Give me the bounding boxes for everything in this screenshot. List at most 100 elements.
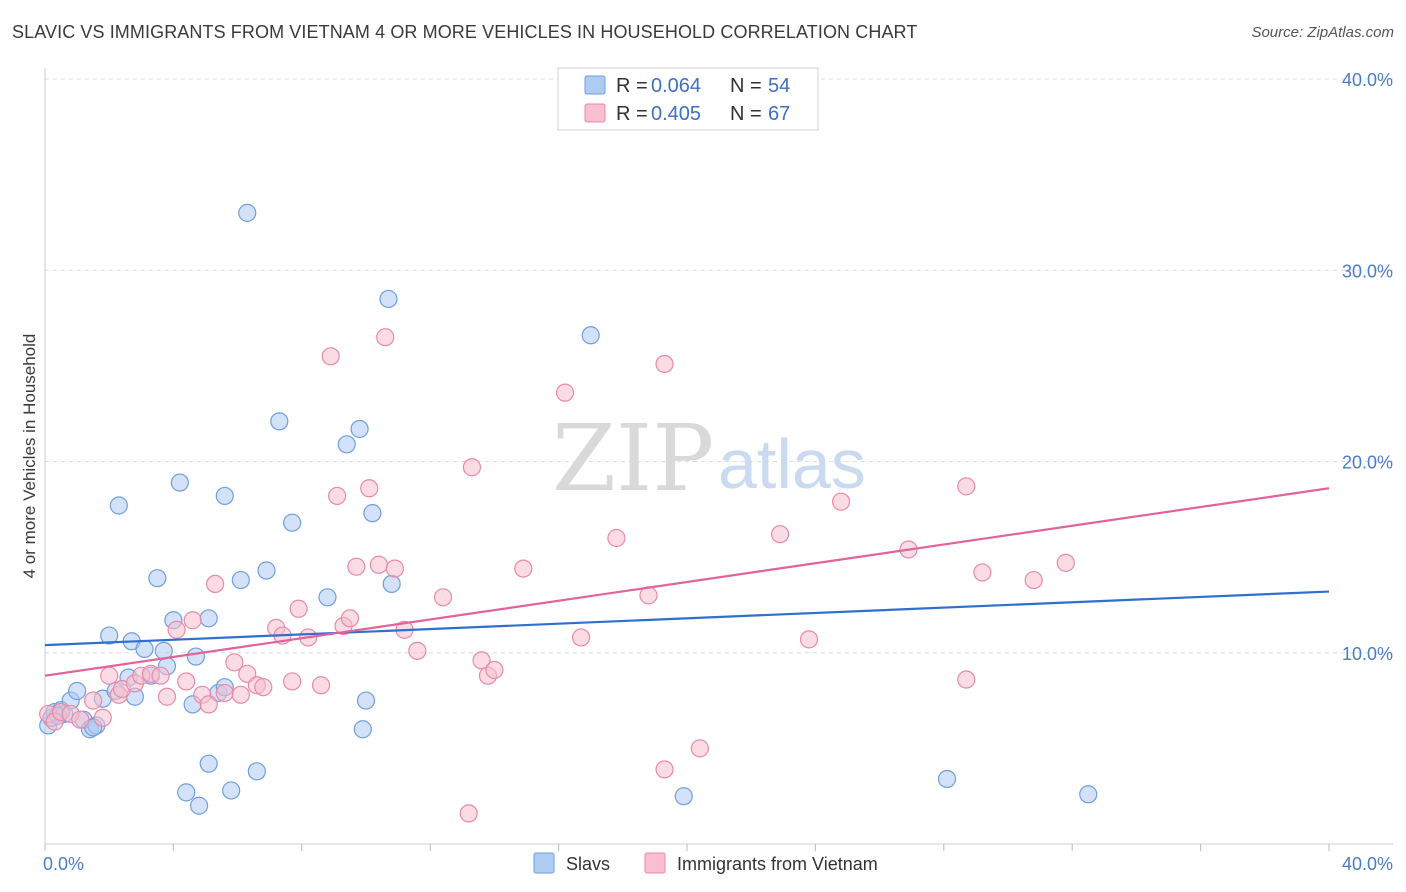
point-vietnam — [93, 708, 112, 727]
point-vietnam — [311, 676, 331, 695]
legend-n-label-vietnam: N = — [730, 103, 762, 125]
watermark-zip: ZIP — [552, 405, 714, 512]
point-slavs — [581, 326, 600, 345]
watermark-atlas: atlas — [718, 425, 866, 503]
point-slavs — [356, 691, 376, 710]
point-vietnam — [289, 599, 308, 618]
legend-n-value-slavs: 54 — [768, 75, 790, 97]
point-slavs — [379, 289, 398, 309]
point-vietnam — [183, 611, 202, 630]
bottom-legend-label-slavs: Slavs — [566, 854, 610, 874]
chart-title: SLAVIC VS IMMIGRANTS FROM VIETNAM 4 OR M… — [12, 22, 918, 42]
point-vietnam — [167, 620, 186, 639]
point-slavs — [186, 647, 205, 666]
point-vietnam — [100, 666, 119, 685]
point-vietnam — [283, 672, 302, 691]
top-legend: R = 0.064 N = 54 R = 0.405 N = 67 — [557, 67, 819, 131]
point-slavs — [318, 588, 337, 607]
point-vietnam — [206, 574, 225, 594]
gridlines — [45, 78, 1393, 654]
point-vietnam — [385, 559, 404, 578]
point-vietnam — [571, 628, 591, 647]
y-axis-title: 4 or more Vehicles in Household — [20, 334, 39, 579]
bottom-legend: Slavs Immigrants from Vietnam — [533, 852, 878, 874]
point-slavs — [231, 570, 250, 590]
point-vietnam — [84, 691, 103, 710]
tick-labels: 10.0% 20.0% 30.0% 40.0% 0.0% 40.0% — [43, 70, 1393, 874]
point-slavs — [382, 574, 401, 594]
point-slavs — [199, 609, 218, 628]
trend-lines — [44, 487, 1330, 677]
point-vietnam — [321, 347, 340, 366]
point-vietnam — [607, 528, 626, 548]
point-vietnam — [254, 678, 273, 697]
point-vietnam — [408, 641, 427, 660]
point-slavs — [257, 561, 276, 580]
point-slavs — [363, 504, 382, 523]
point-vietnam — [555, 383, 575, 402]
bottom-legend-swatch-slavs — [533, 852, 555, 874]
point-vietnam — [514, 559, 533, 578]
point-vietnam — [973, 563, 992, 582]
point-slavs — [674, 787, 693, 806]
point-vietnam — [462, 458, 482, 477]
point-vietnam — [655, 760, 674, 779]
point-slavs — [170, 473, 189, 492]
point-slavs — [199, 754, 218, 773]
y-tick-label: 10.0% — [1342, 644, 1393, 664]
point-vietnam — [199, 695, 218, 714]
point-vietnam — [1056, 553, 1075, 572]
point-slavs — [350, 419, 369, 439]
point-vietnam — [831, 492, 851, 511]
legend-n-value-vietnam: 67 — [768, 103, 790, 125]
x-tick-label: 40.0% — [1342, 854, 1393, 874]
point-vietnam — [376, 328, 395, 347]
point-slavs — [353, 720, 372, 739]
point-slavs — [270, 412, 289, 431]
point-vietnam — [690, 739, 709, 758]
point-vietnam — [225, 653, 244, 672]
point-slavs — [283, 513, 302, 532]
legend-r-label-slavs: R = — [616, 75, 648, 97]
x-tick-label: 0.0% — [43, 854, 84, 874]
point-vietnam — [360, 479, 379, 498]
point-vietnam — [347, 557, 366, 576]
point-vietnam — [215, 683, 234, 703]
point-slavs — [238, 203, 257, 222]
point-vietnam — [485, 660, 504, 680]
bottom-legend-swatch-vietnam — [644, 852, 666, 874]
point-slavs — [937, 769, 957, 789]
legend-r-label-vietnam: R = — [616, 103, 648, 125]
point-vietnam — [231, 685, 250, 704]
point-vietnam — [157, 687, 177, 706]
point-vietnam — [655, 354, 674, 374]
point-slavs — [67, 681, 87, 701]
point-vietnam — [340, 609, 360, 628]
point-slavs — [148, 569, 167, 588]
source-credit: Source: ZipAtlas.com — [1251, 24, 1394, 41]
point-slavs — [247, 762, 266, 781]
point-slavs — [1079, 785, 1098, 804]
legend-n-label-slavs: N = — [730, 75, 762, 97]
point-vietnam — [328, 486, 347, 506]
point-slavs — [100, 626, 119, 645]
y-tick-label: 30.0% — [1342, 261, 1393, 281]
legend-r-value-slavs: 0.064 — [651, 75, 701, 97]
point-vietnam — [770, 525, 790, 544]
y-tick-label: 20.0% — [1342, 453, 1393, 473]
trend-line-slavs — [44, 590, 1330, 647]
point-slavs — [215, 486, 234, 506]
legend-swatch-slavs — [584, 75, 606, 95]
legend-r-value-vietnam: 0.405 — [651, 103, 701, 125]
point-vietnam — [71, 710, 90, 729]
point-slavs — [135, 639, 154, 659]
point-slavs — [189, 796, 209, 815]
point-vietnam — [957, 670, 976, 689]
point-vietnam — [799, 630, 819, 649]
point-vietnam — [472, 651, 491, 670]
point-vietnam — [957, 477, 976, 496]
point-vietnam — [1024, 570, 1043, 590]
point-vietnam — [151, 666, 170, 685]
data-points — [39, 203, 1098, 823]
